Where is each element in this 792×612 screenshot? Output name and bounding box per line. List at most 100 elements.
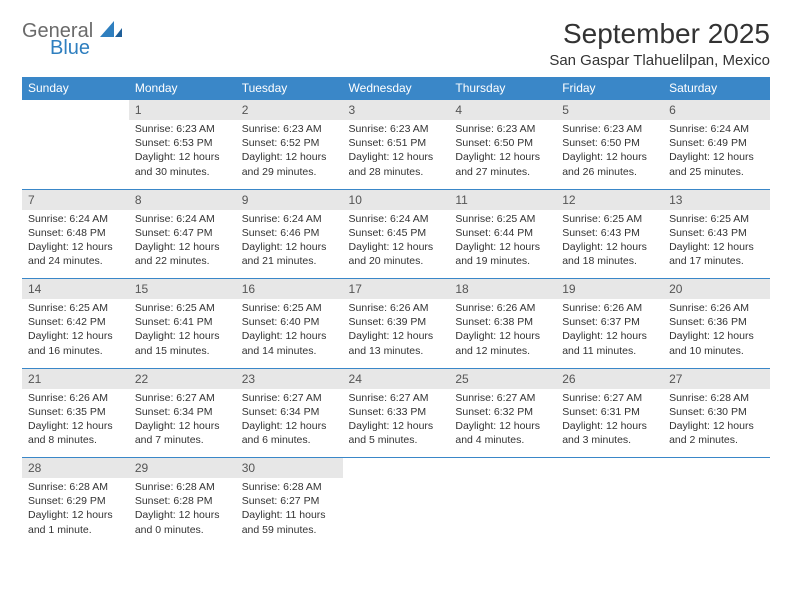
sunrise-text: Sunrise: 6:24 AM bbox=[669, 122, 764, 136]
daylight-text: Daylight: 12 hours and 3 minutes. bbox=[562, 419, 657, 447]
sunset-text: Sunset: 6:42 PM bbox=[28, 315, 123, 329]
sunset-text: Sunset: 6:32 PM bbox=[455, 405, 550, 419]
sunset-text: Sunset: 6:43 PM bbox=[562, 226, 657, 240]
weekday-header: Saturday bbox=[663, 77, 770, 100]
day-body-cell: Sunrise: 6:27 AMSunset: 6:31 PMDaylight:… bbox=[556, 389, 663, 455]
day-number-cell: 24 bbox=[343, 368, 450, 389]
daylight-text: Daylight: 12 hours and 26 minutes. bbox=[562, 150, 657, 178]
day-body-cell: Sunrise: 6:24 AMSunset: 6:47 PMDaylight:… bbox=[129, 210, 236, 276]
day-body-cell bbox=[663, 478, 770, 544]
sunrise-text: Sunrise: 6:25 AM bbox=[455, 212, 550, 226]
sunset-text: Sunset: 6:36 PM bbox=[669, 315, 764, 329]
day-number-cell: 17 bbox=[343, 279, 450, 300]
sunset-text: Sunset: 6:37 PM bbox=[562, 315, 657, 329]
week-body-row: Sunrise: 6:26 AMSunset: 6:35 PMDaylight:… bbox=[22, 389, 770, 455]
sunrise-text: Sunrise: 6:24 AM bbox=[28, 212, 123, 226]
daylight-text: Daylight: 12 hours and 22 minutes. bbox=[135, 240, 230, 268]
day-body-cell: Sunrise: 6:24 AMSunset: 6:48 PMDaylight:… bbox=[22, 210, 129, 276]
sunrise-text: Sunrise: 6:25 AM bbox=[135, 301, 230, 315]
day-number-cell: 1 bbox=[129, 100, 236, 121]
sunset-text: Sunset: 6:33 PM bbox=[349, 405, 444, 419]
daylight-text: Daylight: 12 hours and 11 minutes. bbox=[562, 329, 657, 357]
daylight-text: Daylight: 12 hours and 27 minutes. bbox=[455, 150, 550, 178]
sunset-text: Sunset: 6:38 PM bbox=[455, 315, 550, 329]
weekday-header: Wednesday bbox=[343, 77, 450, 100]
weekday-header: Thursday bbox=[449, 77, 556, 100]
day-number-cell: 16 bbox=[236, 279, 343, 300]
day-body-cell: Sunrise: 6:26 AMSunset: 6:35 PMDaylight:… bbox=[22, 389, 129, 455]
sunset-text: Sunset: 6:28 PM bbox=[135, 494, 230, 508]
day-body-cell: Sunrise: 6:28 AMSunset: 6:27 PMDaylight:… bbox=[236, 478, 343, 544]
title-block: September 2025 San Gaspar Tlahuelilpan, … bbox=[549, 18, 770, 69]
day-number-cell bbox=[22, 100, 129, 121]
week-daynum-row: 123456 bbox=[22, 100, 770, 121]
daylight-text: Daylight: 12 hours and 18 minutes. bbox=[562, 240, 657, 268]
day-body-cell: Sunrise: 6:23 AMSunset: 6:51 PMDaylight:… bbox=[343, 120, 450, 186]
day-body-cell: Sunrise: 6:28 AMSunset: 6:30 PMDaylight:… bbox=[663, 389, 770, 455]
sunset-text: Sunset: 6:50 PM bbox=[562, 136, 657, 150]
day-body-cell: Sunrise: 6:26 AMSunset: 6:36 PMDaylight:… bbox=[663, 299, 770, 365]
daylight-text: Daylight: 11 hours and 59 minutes. bbox=[242, 508, 337, 536]
sunset-text: Sunset: 6:30 PM bbox=[669, 405, 764, 419]
day-number-cell: 28 bbox=[22, 458, 129, 479]
day-body-cell: Sunrise: 6:25 AMSunset: 6:40 PMDaylight:… bbox=[236, 299, 343, 365]
day-number-cell: 15 bbox=[129, 279, 236, 300]
sunrise-text: Sunrise: 6:26 AM bbox=[28, 391, 123, 405]
day-number-cell: 6 bbox=[663, 100, 770, 121]
day-body-cell: Sunrise: 6:26 AMSunset: 6:39 PMDaylight:… bbox=[343, 299, 450, 365]
week-body-row: Sunrise: 6:23 AMSunset: 6:53 PMDaylight:… bbox=[22, 120, 770, 186]
day-body-cell: Sunrise: 6:28 AMSunset: 6:29 PMDaylight:… bbox=[22, 478, 129, 544]
day-body-cell: Sunrise: 6:27 AMSunset: 6:33 PMDaylight:… bbox=[343, 389, 450, 455]
day-body-cell: Sunrise: 6:25 AMSunset: 6:41 PMDaylight:… bbox=[129, 299, 236, 365]
day-body-cell: Sunrise: 6:24 AMSunset: 6:49 PMDaylight:… bbox=[663, 120, 770, 186]
daylight-text: Daylight: 12 hours and 30 minutes. bbox=[135, 150, 230, 178]
header: General Blue September 2025 San Gaspar T… bbox=[22, 18, 770, 69]
sunrise-text: Sunrise: 6:26 AM bbox=[349, 301, 444, 315]
sunrise-text: Sunrise: 6:27 AM bbox=[135, 391, 230, 405]
sunset-text: Sunset: 6:45 PM bbox=[349, 226, 444, 240]
sunset-text: Sunset: 6:53 PM bbox=[135, 136, 230, 150]
daylight-text: Daylight: 12 hours and 2 minutes. bbox=[669, 419, 764, 447]
daylight-text: Daylight: 12 hours and 28 minutes. bbox=[349, 150, 444, 178]
page-title: September 2025 bbox=[549, 18, 770, 50]
sunset-text: Sunset: 6:52 PM bbox=[242, 136, 337, 150]
day-body-cell: Sunrise: 6:25 AMSunset: 6:43 PMDaylight:… bbox=[556, 210, 663, 276]
day-body-cell bbox=[556, 478, 663, 544]
sunrise-text: Sunrise: 6:27 AM bbox=[242, 391, 337, 405]
week-daynum-row: 282930 bbox=[22, 458, 770, 479]
weekday-header-row: Sunday Monday Tuesday Wednesday Thursday… bbox=[22, 77, 770, 100]
day-number-cell: 2 bbox=[236, 100, 343, 121]
sunrise-text: Sunrise: 6:27 AM bbox=[562, 391, 657, 405]
day-number-cell: 14 bbox=[22, 279, 129, 300]
day-number-cell: 26 bbox=[556, 368, 663, 389]
sunset-text: Sunset: 6:35 PM bbox=[28, 405, 123, 419]
daylight-text: Daylight: 12 hours and 0 minutes. bbox=[135, 508, 230, 536]
sunset-text: Sunset: 6:41 PM bbox=[135, 315, 230, 329]
calendar-table: Sunday Monday Tuesday Wednesday Thursday… bbox=[22, 77, 770, 544]
daylight-text: Daylight: 12 hours and 7 minutes. bbox=[135, 419, 230, 447]
day-number-cell bbox=[449, 458, 556, 479]
sunset-text: Sunset: 6:34 PM bbox=[135, 405, 230, 419]
daylight-text: Daylight: 12 hours and 8 minutes. bbox=[28, 419, 123, 447]
logo: General Blue bbox=[22, 18, 122, 58]
day-number-cell: 21 bbox=[22, 368, 129, 389]
sunrise-text: Sunrise: 6:23 AM bbox=[562, 122, 657, 136]
sunset-text: Sunset: 6:43 PM bbox=[669, 226, 764, 240]
daylight-text: Daylight: 12 hours and 29 minutes. bbox=[242, 150, 337, 178]
sunrise-text: Sunrise: 6:26 AM bbox=[669, 301, 764, 315]
day-body-cell: Sunrise: 6:25 AMSunset: 6:44 PMDaylight:… bbox=[449, 210, 556, 276]
sunset-text: Sunset: 6:51 PM bbox=[349, 136, 444, 150]
sunrise-text: Sunrise: 6:25 AM bbox=[28, 301, 123, 315]
day-number-cell: 30 bbox=[236, 458, 343, 479]
sunset-text: Sunset: 6:40 PM bbox=[242, 315, 337, 329]
day-body-cell: Sunrise: 6:26 AMSunset: 6:37 PMDaylight:… bbox=[556, 299, 663, 365]
daylight-text: Daylight: 12 hours and 24 minutes. bbox=[28, 240, 123, 268]
daylight-text: Daylight: 12 hours and 12 minutes. bbox=[455, 329, 550, 357]
sunset-text: Sunset: 6:48 PM bbox=[28, 226, 123, 240]
sunrise-text: Sunrise: 6:24 AM bbox=[242, 212, 337, 226]
day-number-cell: 9 bbox=[236, 189, 343, 210]
day-body-cell: Sunrise: 6:28 AMSunset: 6:28 PMDaylight:… bbox=[129, 478, 236, 544]
daylight-text: Daylight: 12 hours and 14 minutes. bbox=[242, 329, 337, 357]
day-body-cell: Sunrise: 6:27 AMSunset: 6:32 PMDaylight:… bbox=[449, 389, 556, 455]
day-number-cell: 22 bbox=[129, 368, 236, 389]
